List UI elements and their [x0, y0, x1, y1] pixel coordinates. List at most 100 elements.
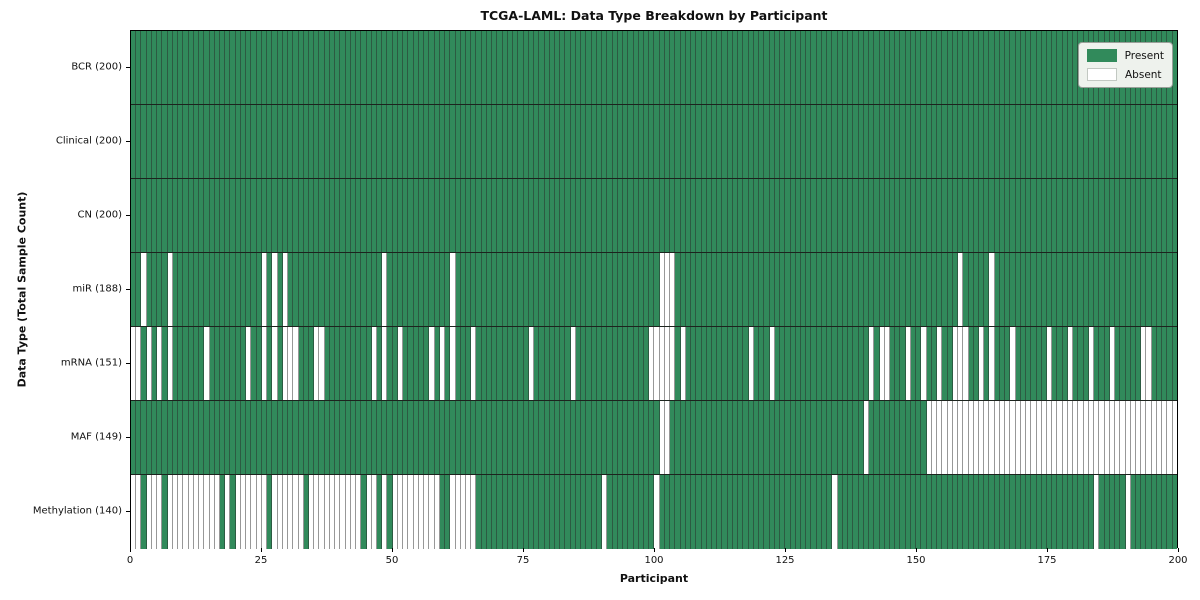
x-tick-label: 50 [385, 555, 399, 566]
heatmap-cell [942, 327, 948, 400]
heatmap-cell [366, 105, 372, 178]
heatmap-cell [717, 179, 723, 252]
heatmap-cell [277, 179, 283, 252]
heatmap-cell [476, 401, 482, 474]
heatmap-cell [549, 179, 555, 252]
heatmap-cell [450, 253, 456, 326]
heatmap-cell [1010, 401, 1016, 474]
heatmap-cell [256, 179, 262, 252]
heatmap-cell [1104, 253, 1110, 326]
heatmap-cell [910, 327, 917, 400]
heatmap-cell [204, 253, 210, 326]
heatmap-cell [759, 475, 765, 549]
heatmap-cell [963, 327, 969, 400]
heatmap-cell [591, 475, 597, 549]
heatmap-cell [958, 475, 964, 549]
heatmap-cell [732, 327, 739, 400]
heatmap-cell [811, 475, 817, 549]
heatmap-cell [225, 253, 231, 326]
heatmap-cell [528, 327, 535, 400]
x-tick-label: 100 [644, 555, 664, 566]
heatmap-cell [769, 475, 775, 549]
heatmap-cell [476, 31, 482, 104]
heatmap-cell [288, 105, 294, 178]
heatmap-cell [1156, 327, 1163, 400]
heatmap-cell [172, 475, 179, 549]
heatmap-cell [146, 401, 152, 474]
heatmap-cell [539, 401, 545, 474]
heatmap-cell [528, 253, 535, 326]
heatmap-cell [131, 327, 137, 400]
heatmap-cell [240, 31, 247, 104]
heatmap-cell [570, 31, 576, 104]
heatmap-cell [424, 401, 430, 474]
heatmap-cell [303, 31, 309, 104]
heatmap-cell [811, 31, 817, 104]
heatmap-cell [685, 327, 692, 400]
heatmap-row-mRNA [131, 327, 1177, 401]
heatmap-cell [643, 253, 650, 326]
heatmap-cell [1125, 475, 1131, 549]
heatmap-cell [272, 327, 278, 400]
heatmap-cell [476, 475, 482, 549]
heatmap-cell [235, 253, 241, 326]
heatmap-cell [162, 105, 168, 178]
heatmap-cell [261, 327, 268, 400]
heatmap-cell [816, 475, 822, 549]
heatmap-cell [256, 105, 262, 178]
heatmap-cell [628, 31, 634, 104]
heatmap-cell [952, 253, 959, 326]
heatmap-cell [821, 253, 828, 326]
heatmap-cell [654, 475, 660, 549]
heatmap-cell [581, 253, 587, 326]
heatmap-cell [806, 179, 812, 252]
heatmap-cell [884, 31, 890, 104]
heatmap-cell [816, 327, 822, 400]
heatmap-cell [910, 31, 917, 104]
heatmap-cell [481, 179, 487, 252]
heatmap-cell [612, 401, 618, 474]
heatmap-cell [486, 253, 493, 326]
heatmap-cell [1083, 253, 1089, 326]
heatmap-cell [999, 31, 1006, 104]
y-tick-label-mRNA: mRNA (151) [60, 357, 122, 369]
heatmap-cell [188, 327, 194, 400]
x-tick-label: 150 [906, 555, 926, 566]
heatmap-cell [1026, 475, 1032, 549]
heatmap-cell [712, 31, 718, 104]
heatmap-cell [738, 475, 744, 549]
heatmap-cell [1062, 401, 1068, 474]
heatmap-cell [340, 105, 346, 178]
heatmap-cell [575, 401, 582, 474]
heatmap-cell [162, 401, 168, 474]
heatmap-cell [727, 475, 733, 549]
heatmap-cell [827, 327, 833, 400]
heatmap-cell [712, 401, 718, 474]
heatmap-cell [717, 31, 723, 104]
legend-present-label: Present [1124, 49, 1164, 62]
heatmap-cell [193, 253, 200, 326]
heatmap-cell [785, 327, 791, 400]
heatmap-cell [1162, 105, 1168, 178]
heatmap-cell [581, 31, 587, 104]
heatmap-cell [633, 105, 639, 178]
heatmap-cell [722, 179, 728, 252]
heatmap-cell [251, 475, 257, 549]
heatmap-cell [821, 31, 828, 104]
heatmap-cell [748, 105, 754, 178]
heatmap-cell [528, 105, 535, 178]
heatmap-cell [549, 253, 555, 326]
heatmap-cell [1099, 253, 1105, 326]
heatmap-cell [1115, 401, 1121, 474]
heatmap-cell [219, 253, 226, 326]
heatmap-cell [434, 475, 440, 549]
heatmap-cell [481, 401, 487, 474]
heatmap-cell [476, 105, 482, 178]
heatmap-cell [921, 253, 927, 326]
heatmap-cell [889, 105, 896, 178]
heatmap-cell [513, 401, 519, 474]
heatmap-cell [1010, 475, 1016, 549]
heatmap-cell [1015, 401, 1021, 474]
heatmap-cell [1078, 327, 1084, 400]
heatmap-cell [596, 105, 603, 178]
